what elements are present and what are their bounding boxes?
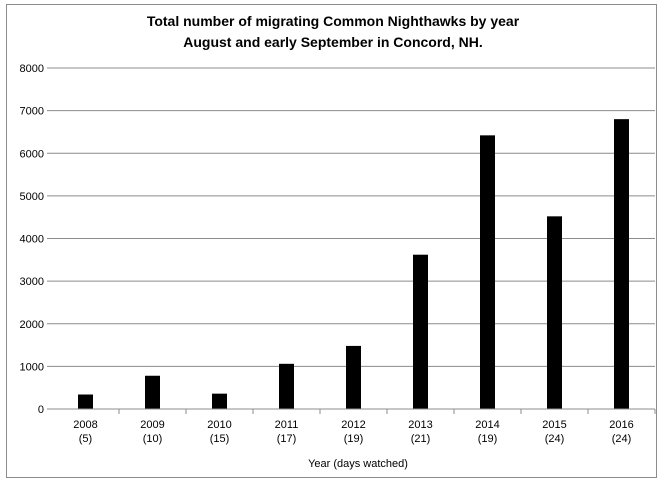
y-tick-label: 2000 <box>20 319 44 331</box>
y-tick-label: 4000 <box>20 234 44 246</box>
y-tick-label: 7000 <box>20 106 44 118</box>
x-tick-sublabel: (15) <box>210 433 230 445</box>
chart-title: Total number of migrating Common Nightha… <box>147 13 520 29</box>
x-axis-label: Year (days watched) <box>308 458 408 470</box>
y-tick-label: 6000 <box>20 148 44 160</box>
x-tick-label: 2016 <box>609 419 633 431</box>
bar-2010 <box>212 393 227 409</box>
x-tick-sublabel: (17) <box>277 433 297 445</box>
bars <box>78 119 629 410</box>
bar-2011 <box>279 363 294 409</box>
x-tick-sublabel: (21) <box>411 433 431 445</box>
x-tick-sublabel: (19) <box>344 433 364 445</box>
x-tick-label: 2011 <box>275 419 299 431</box>
chart-subtitle: August and early September in Concord, N… <box>183 34 483 50</box>
x-tick-sublabel: (5) <box>79 433 92 445</box>
bar-2012 <box>346 345 361 409</box>
x-tick-label: 2014 <box>475 419 499 431</box>
x-tick-label: 2008 <box>73 419 97 431</box>
x-tick-label: 2009 <box>140 419 164 431</box>
bar-2009 <box>145 375 160 409</box>
bar-2013 <box>413 254 428 409</box>
y-tick-label: 8000 <box>20 63 44 75</box>
y-tick-label: 5000 <box>20 191 44 203</box>
x-tick-sublabel: (24) <box>612 433 632 445</box>
x-tick-label: 2012 <box>341 419 365 431</box>
y-axis-ticks: 0 1000 2000 3000 4000 5000 6000 7000 8000 <box>20 63 44 416</box>
y-tick-label: 3000 <box>20 276 44 288</box>
bar-2015 <box>547 216 562 409</box>
bar-2014 <box>480 135 495 409</box>
x-tick-label: 2010 <box>207 419 231 431</box>
x-tick-label: 2013 <box>408 419 432 431</box>
x-tick-sublabel: (24) <box>545 433 565 445</box>
y-tick-label: 1000 <box>20 361 44 373</box>
bar-2008 <box>78 394 93 409</box>
x-tick-label: 2015 <box>542 419 566 431</box>
x-axis-ticks: 2008 (5) 2009 (10) 2010 (15) 2011 (17) 2012 (19) 2… <box>73 409 656 445</box>
x-tick-sublabel: (19) <box>478 433 498 445</box>
y-tick-label: 0 <box>38 404 44 416</box>
bar-2016 <box>614 119 629 410</box>
x-tick-sublabel: (10) <box>143 433 163 445</box>
